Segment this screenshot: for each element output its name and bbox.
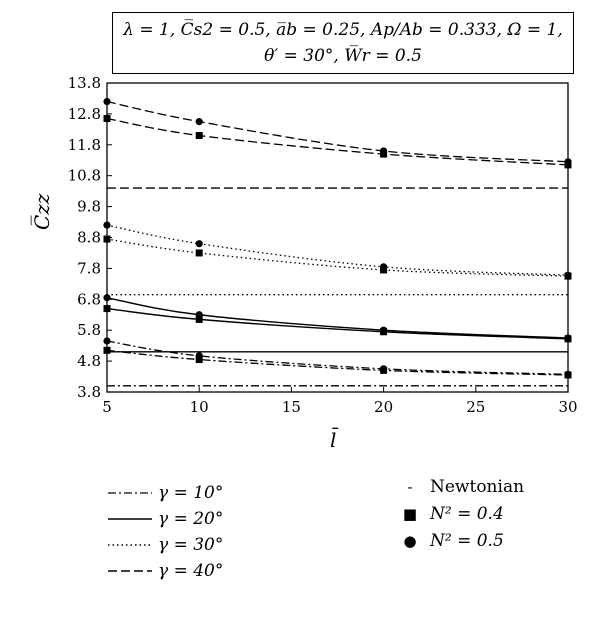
legend-label: N² = 0.4 bbox=[430, 504, 504, 524]
legend-line-solid bbox=[108, 518, 152, 520]
y-tick-label: 13.8 bbox=[68, 74, 101, 92]
legend-item-gamma-20: γ = 20° bbox=[100, 506, 280, 532]
data-point-circle bbox=[564, 158, 572, 166]
dash-icon: - bbox=[407, 478, 413, 496]
x-tick-label: 30 bbox=[558, 398, 577, 416]
data-point-circle bbox=[564, 334, 572, 342]
data-point-circle bbox=[103, 221, 111, 229]
legend-label: γ = 30° bbox=[158, 535, 224, 555]
plot-frame bbox=[106, 82, 569, 393]
y-tick-label: 4.8 bbox=[77, 352, 101, 370]
y-tick-label: 8.8 bbox=[77, 229, 101, 247]
y-tick-label: 10.8 bbox=[68, 167, 101, 185]
series-line-dashdot-square bbox=[106, 349, 569, 376]
x-axis-label: l̄ bbox=[330, 428, 337, 452]
series-line-dotted-circle bbox=[106, 224, 569, 276]
data-point-circle bbox=[564, 271, 572, 279]
data-point-circle bbox=[195, 240, 203, 248]
legend-item-newtonian: - Newtonian bbox=[402, 474, 592, 501]
data-point-square bbox=[195, 132, 203, 140]
data-point-circle bbox=[195, 352, 203, 360]
y-tick-label: 7.8 bbox=[77, 259, 101, 277]
data-point-square bbox=[195, 249, 203, 257]
parameters-box: λ = 1, C̅s2 = 0.5, a̅b = 0.25, Ap/Ab = 0… bbox=[112, 12, 574, 74]
legend-line-dashed bbox=[108, 570, 152, 572]
x-tick-label: 10 bbox=[190, 398, 209, 416]
data-point-circle bbox=[564, 370, 572, 378]
series-line-dashed-square bbox=[106, 117, 569, 166]
legend-line-dotted bbox=[108, 544, 152, 546]
legend-gamma: γ = 10° γ = 20° γ = 30° γ = 40° bbox=[100, 480, 280, 584]
series-line-dotted-square bbox=[106, 238, 569, 277]
parameters-line-1: λ = 1, C̅s2 = 0.5, a̅b = 0.25, Ap/Ab = 0… bbox=[123, 20, 563, 40]
y-tick-label: 3.8 bbox=[77, 383, 101, 401]
legend-label: γ = 10° bbox=[158, 483, 224, 503]
x-tick-label: 20 bbox=[374, 398, 393, 416]
x-tick-label: 5 bbox=[102, 398, 112, 416]
data-point-circle bbox=[195, 311, 203, 319]
legend-label: Newtonian bbox=[430, 477, 525, 497]
series-line-solid-circle bbox=[106, 297, 569, 339]
legend-label: γ = 20° bbox=[158, 509, 224, 529]
series-line-dashdot-circle bbox=[106, 340, 569, 376]
data-point-circle bbox=[195, 118, 203, 126]
data-point-circle bbox=[380, 263, 388, 271]
data-point-circle bbox=[380, 365, 388, 373]
series-line-dashed-circle bbox=[106, 100, 569, 163]
y-tick-label: 12.8 bbox=[68, 105, 101, 123]
data-point-square bbox=[103, 305, 111, 313]
y-tick-label: 9.8 bbox=[77, 198, 101, 216]
legend-item-gamma-10: γ = 10° bbox=[100, 480, 280, 506]
y-tick-label: 6.8 bbox=[77, 290, 101, 308]
legend-markers: - Newtonian ■ N² = 0.4 ● N² = 0.5 bbox=[402, 474, 592, 555]
data-point-circle bbox=[103, 97, 111, 106]
square-marker-icon: ■ bbox=[402, 505, 418, 523]
data-point-square bbox=[195, 315, 203, 323]
y-axis-label: C̅zz bbox=[30, 193, 54, 230]
data-point-circle bbox=[103, 337, 111, 345]
series-line-solid-square bbox=[106, 307, 569, 340]
legend-label: γ = 40° bbox=[158, 561, 224, 581]
data-point-square bbox=[103, 346, 111, 354]
x-tick-label: 25 bbox=[466, 398, 485, 416]
data-point-circle bbox=[380, 326, 388, 334]
legend-item-n2-05: ● N² = 0.5 bbox=[402, 528, 592, 555]
data-point-square bbox=[103, 115, 111, 123]
y-tick-label: 5.8 bbox=[77, 321, 101, 339]
parameters-line-2: θ′ = 30°, W̅r = 0.5 bbox=[264, 46, 422, 66]
circle-marker-icon: ● bbox=[403, 532, 417, 550]
legend-label: N² = 0.5 bbox=[430, 531, 504, 551]
y-tick-label: 11.8 bbox=[68, 136, 101, 154]
legend-item-gamma-40: γ = 40° bbox=[100, 558, 280, 584]
data-point-circle bbox=[380, 147, 388, 155]
data-point-circle bbox=[103, 294, 111, 302]
data-point-square bbox=[195, 356, 203, 364]
legend-line-dashdot bbox=[108, 492, 152, 494]
legend-item-gamma-30: γ = 30° bbox=[100, 532, 280, 558]
x-tick-label: 15 bbox=[282, 398, 301, 416]
legend-item-n2-04: ■ N² = 0.4 bbox=[402, 501, 592, 528]
data-point-square bbox=[103, 235, 111, 243]
